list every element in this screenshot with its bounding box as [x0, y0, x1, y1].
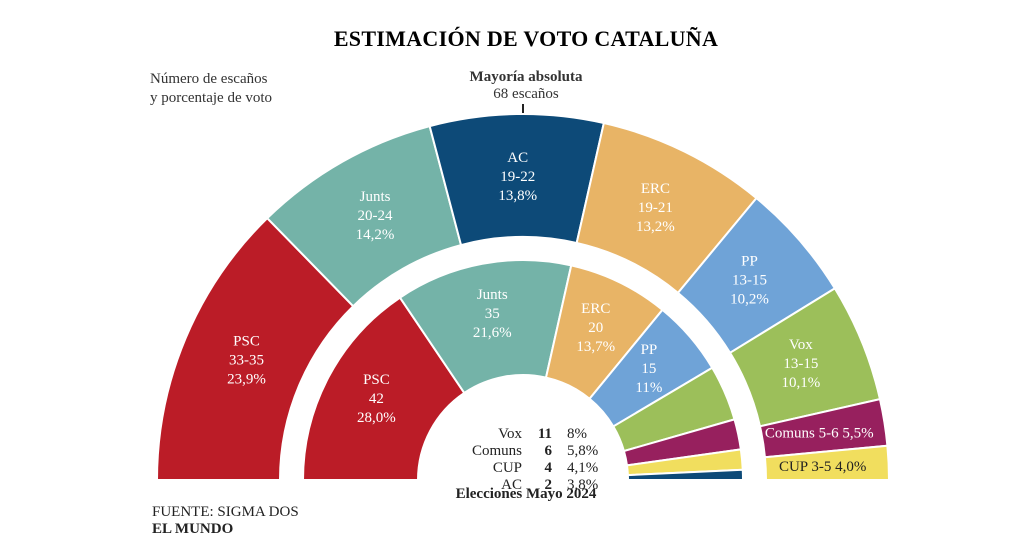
outer-label-psc-pct: 23,9% [227, 372, 266, 388]
outer-label-psc-party: PSC [233, 334, 260, 350]
inner-label-cup-party: CUP [493, 460, 522, 476]
outer-label-ac-seats: 19-22 [500, 169, 535, 185]
inner-label-ac-pct: 3,8% [567, 477, 598, 493]
outer-ring [155, 113, 891, 481]
inner-label-pp-seats: 15 [641, 361, 656, 377]
inner-label-pp-pct: 11% [635, 380, 662, 396]
outer-label-junts-party: Junts [360, 189, 391, 205]
outer-label-pp-seats: 13-15 [732, 272, 767, 288]
inner-segment-psc [301, 296, 466, 481]
inner-label-vox-party: Vox [498, 426, 522, 442]
inner-label-psc-seats: 42 [369, 391, 384, 407]
inner-label-vox-seats: 11 [538, 426, 552, 442]
outer-segment-cup [763, 444, 891, 481]
inner-label-psc-pct: 28,0% [357, 410, 396, 426]
inner-label-erc-party: ERC [581, 301, 610, 317]
inner-label-psc-party: PSC [363, 372, 390, 388]
inner-label-cup-pct: 4,1% [567, 460, 598, 476]
inner-ring [301, 259, 745, 481]
inner-label-ac-party: AC [501, 477, 522, 493]
outer-label-vox-seats: 13-15 [783, 356, 818, 372]
outer-label-psc-seats: 33-35 [229, 353, 264, 369]
inner-label-junts-seats: 35 [485, 306, 500, 322]
source-text: FUENTE: SIGMA DOS [152, 504, 299, 520]
outer-label-pp-pct: 10,2% [730, 291, 769, 307]
legend-note-line-2: y porcentaje de voto [150, 90, 272, 106]
inner-label-pp-party: PP [641, 342, 658, 358]
outer-label-cup: CUP 3-5 4,0% [779, 459, 866, 475]
inner-segment-ac [626, 468, 745, 481]
inner-label-comuns-pct: 5,8% [567, 443, 598, 459]
outer-label-vox-pct: 10,1% [781, 375, 820, 391]
outer-label-erc-party: ERC [641, 181, 670, 197]
inner-label-comuns-seats: 6 [545, 443, 553, 459]
chart-title: ESTIMACIÓN DE VOTO CATALUÑA [334, 26, 718, 51]
inner-label-junts-party: Junts [477, 287, 508, 303]
outer-label-erc-pct: 13,2% [636, 219, 675, 235]
inner-label-junts-pct: 21,6% [473, 325, 512, 341]
inner-ring-caption: Elecciones Mayo 2024 [456, 486, 597, 502]
inner-label-comuns-party: Comuns [472, 443, 522, 459]
outer-label-pp-party: PP [741, 253, 758, 269]
inner-label-ac-seats: 2 [545, 477, 553, 493]
outer-label-comuns: Comuns 5-6 5,5% [765, 426, 874, 442]
inner-label-erc-pct: 13,7% [576, 339, 615, 355]
inner-label-erc-seats: 20 [588, 320, 603, 336]
outer-label-erc-seats: 19-21 [638, 200, 673, 216]
segment-labels: PSC 33-35 23,9% Junts 20-24 14,2% AC 19-22 13,8%… [227, 150, 873, 493]
outer-label-ac-party: AC [507, 150, 528, 166]
outer-label-ac-pct: 13,8% [498, 188, 537, 204]
inner-label-vox-pct: 8% [567, 426, 587, 442]
outer-label-vox-party: Vox [789, 337, 813, 353]
outer-label-junts-pct: 14,2% [356, 227, 395, 243]
majority-value: 68 escaños [493, 86, 559, 102]
majority-label: Mayoría absoluta [470, 69, 583, 85]
outer-label-junts-seats: 20-24 [358, 208, 393, 224]
inner-label-cup-seats: 4 [545, 460, 553, 476]
legend-note-line-1: Número de escaños [150, 71, 268, 87]
credit-text: EL MUNDO [152, 521, 233, 537]
